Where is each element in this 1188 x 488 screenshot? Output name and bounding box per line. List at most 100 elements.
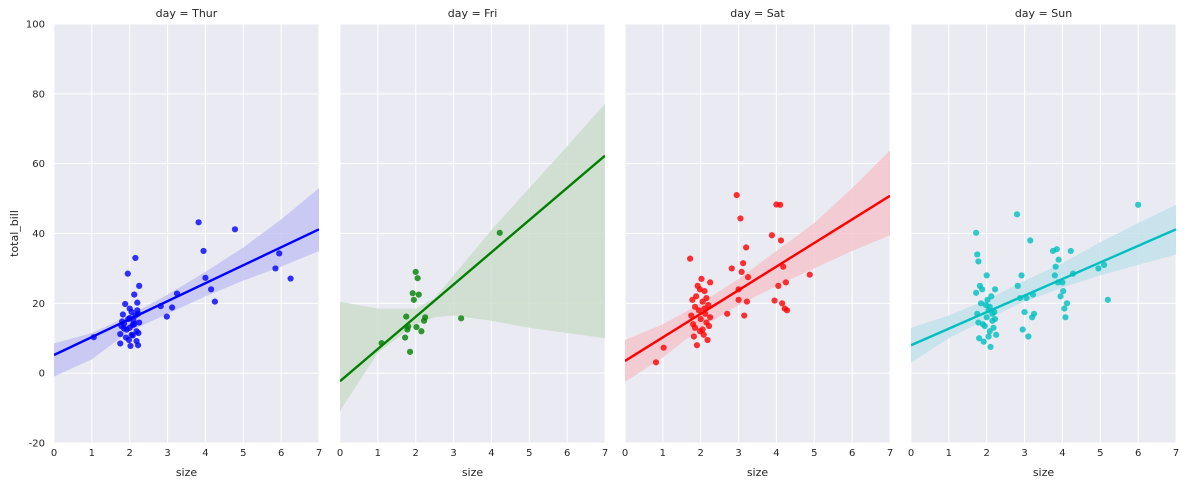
regression-line: [340, 154, 605, 383]
scatter-point: [744, 274, 752, 281]
scatter-point: [697, 315, 704, 323]
scatter-point: [777, 237, 785, 244]
scatter-point: [1062, 314, 1069, 321]
facet-panel-3: day = Sat 0 1 2 3 4 5 6 7 size: [622, 7, 893, 479]
x-tick-label: 2: [984, 448, 990, 459]
scatter-point: [1027, 237, 1034, 244]
x-tick-label: 2: [127, 448, 133, 459]
scatter-point: [119, 311, 126, 318]
x-tick-label: 4: [488, 448, 494, 459]
x-tick-label: 0: [51, 448, 57, 459]
x-tick-label: 3: [1021, 448, 1027, 459]
scatter-point: [496, 229, 503, 236]
scatter-point: [779, 300, 786, 307]
scatter-point: [120, 325, 128, 332]
scatter-point: [1030, 310, 1038, 317]
panel-title: day = Fri: [448, 7, 498, 20]
scatter-point: [976, 335, 983, 342]
scatter-point: [410, 296, 417, 303]
x-tick-label: 1: [375, 448, 381, 459]
scatter-point: [406, 348, 414, 355]
scatter-point: [991, 286, 999, 293]
scatter-point: [735, 296, 742, 303]
scatter-point: [696, 286, 704, 293]
regression-line: [54, 228, 319, 357]
y-tick-label: 60: [32, 159, 45, 170]
panel-content: [625, 150, 890, 382]
x-tick-label: 6: [1135, 448, 1141, 459]
x-tick-label: 0: [908, 448, 914, 459]
y-tick-label: 40: [32, 229, 45, 240]
scatter-point: [775, 282, 782, 289]
scatter-point: [989, 310, 996, 317]
scatter-point: [1018, 272, 1025, 279]
scatter-point: [1104, 296, 1111, 303]
scatter-point: [1057, 293, 1064, 300]
scatter-point: [458, 315, 465, 322]
scatter-point: [208, 286, 215, 293]
scatter-point: [133, 337, 140, 345]
scatter-point: [704, 336, 711, 344]
scatter-point: [276, 250, 283, 257]
x-axis-label: size: [1033, 466, 1055, 479]
scatter-point: [987, 343, 994, 351]
x-tick-label: 5: [526, 448, 532, 459]
scatter-point: [122, 334, 130, 341]
facet-panel-4: day = Sun 0 1 2 3 4 5 6 7 size: [908, 7, 1179, 479]
scatter-point: [975, 258, 982, 265]
scatter-point: [1021, 308, 1028, 316]
scatter-point: [985, 333, 992, 340]
x-tick-label: 1: [660, 448, 666, 459]
scatter-point: [1014, 282, 1021, 289]
scatter-point: [200, 247, 207, 255]
scatter-point: [272, 265, 279, 272]
scatter-point: [1019, 326, 1026, 333]
scatter-point: [974, 251, 981, 258]
x-tick-label: 7: [316, 448, 322, 459]
x-tick-label: 3: [164, 448, 170, 459]
scatter-point: [1055, 256, 1062, 263]
scatter-point: [738, 268, 745, 276]
scatter-point: [287, 275, 294, 282]
x-tick-label: 0: [622, 448, 628, 459]
scatter-point: [134, 299, 141, 306]
x-tick-label: 5: [240, 448, 246, 459]
scatter-point: [741, 312, 748, 319]
x-tick-label: 1: [946, 448, 952, 459]
scatter-point: [131, 291, 138, 298]
scatter-point: [707, 279, 714, 286]
scatter-point: [707, 314, 714, 321]
scatter-point: [126, 305, 133, 312]
scatter-point: [422, 314, 429, 321]
scatter-point: [1013, 211, 1021, 218]
y-axis-label: total_bill: [8, 210, 21, 257]
scatter-point: [117, 340, 124, 347]
scatter-point: [1135, 201, 1142, 208]
scatter-point: [163, 313, 170, 320]
scatter-point: [806, 271, 813, 278]
x-tick-label: 6: [278, 448, 284, 459]
scatter-point: [700, 331, 707, 338]
scatter-point: [733, 191, 740, 199]
scatter-point: [691, 303, 699, 310]
scatter-point: [409, 290, 416, 297]
regression-line: [625, 194, 890, 362]
scatter-point: [777, 201, 784, 208]
scatter-point: [688, 312, 695, 319]
x-tick-label: 0: [337, 448, 343, 459]
scatter-point: [991, 315, 999, 323]
confidence-band: [340, 103, 605, 411]
scatter-point: [783, 307, 791, 314]
scatter-point: [977, 300, 985, 307]
scatter-point: [1052, 263, 1059, 270]
x-tick-label: 4: [202, 448, 208, 459]
scatter-point: [660, 344, 667, 351]
scatter-point: [699, 326, 706, 333]
scatter-point: [195, 219, 202, 226]
scatter-point: [231, 226, 239, 233]
scatter-point: [990, 324, 997, 331]
scatter-point: [415, 291, 422, 298]
confidence-band: [54, 188, 319, 377]
